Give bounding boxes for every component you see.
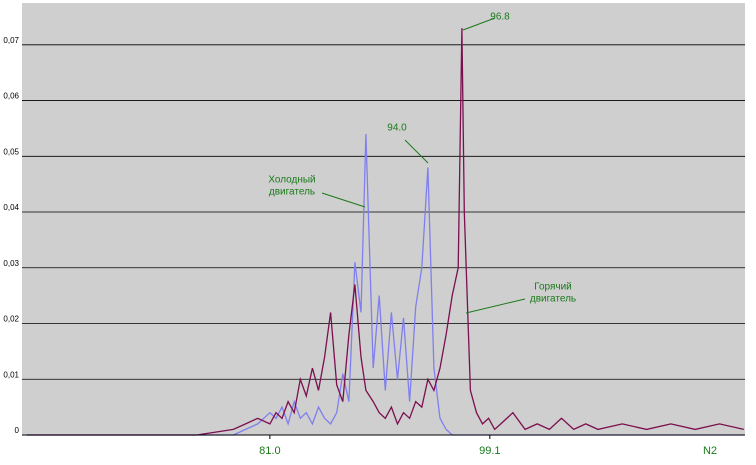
arrow [465, 298, 526, 314]
y-tick-label: 0 [15, 426, 20, 435]
series-line [26, 28, 744, 436]
x-tick-label: 81.0 [259, 445, 280, 457]
y-tick-label: 0,05 [3, 147, 19, 156]
y-tick-label: 0,01 [3, 370, 19, 379]
x-tick-label: 99.1 [479, 445, 500, 457]
arrow [321, 192, 366, 208]
annotation: двигатель [530, 294, 576, 305]
annotation: 96.8 [490, 12, 510, 23]
y-tick-label: 0,03 [3, 259, 19, 268]
y-tick-label: 0,02 [3, 315, 19, 324]
y-tick-label: 0,06 [3, 92, 19, 101]
arrow [404, 139, 429, 164]
x-axis-label: N2 [703, 445, 717, 457]
annotation: Горячий [534, 282, 572, 293]
annotation: Холодный [268, 175, 315, 186]
y-tick-label: 0,07 [3, 36, 19, 45]
annotation: двигатель [269, 187, 315, 198]
arrow [462, 17, 496, 31]
y-tick-label: 0,04 [3, 203, 19, 212]
annotation-arrows [321, 17, 526, 314]
annotation: 94.0 [387, 123, 407, 134]
